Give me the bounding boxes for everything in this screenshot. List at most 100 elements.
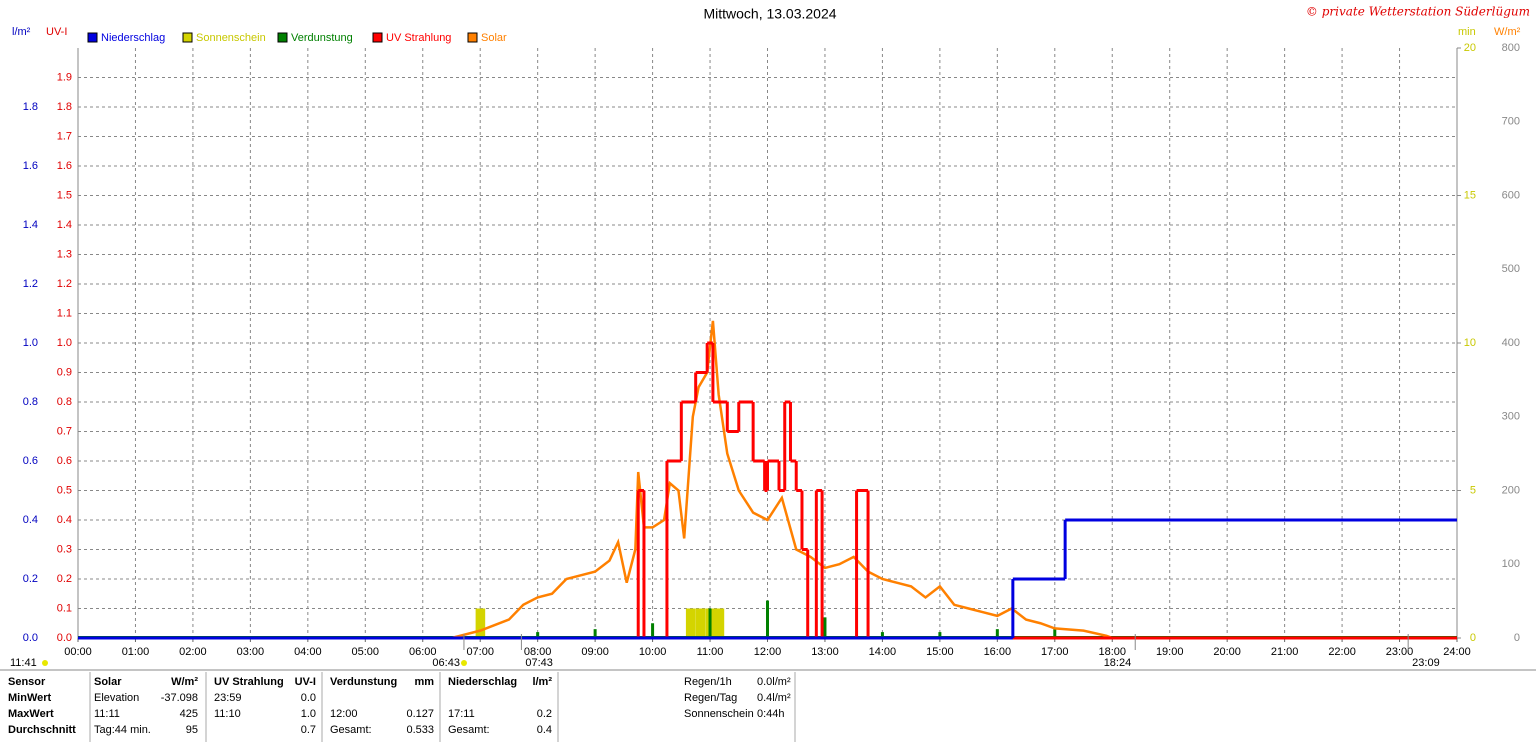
y3-tick-label: 15 xyxy=(1464,189,1476,201)
y2-tick-label: 1.5 xyxy=(57,189,72,201)
x-tick-label: 00:00 xyxy=(64,646,92,658)
table-header: UV-I xyxy=(295,676,316,688)
legend-swatch xyxy=(87,32,98,43)
bar xyxy=(695,608,706,638)
y-tick-label: 0.0 xyxy=(23,632,38,644)
legend-swatch xyxy=(467,32,478,43)
y-tick-label: 1.8 xyxy=(23,101,38,113)
spike xyxy=(1053,629,1057,638)
table-header: l/m² xyxy=(532,676,552,688)
x-tick-label: 10:00 xyxy=(639,646,667,658)
stat-value: 0:44h xyxy=(757,708,785,720)
spike xyxy=(708,608,712,638)
table-header: MinWert xyxy=(8,692,52,704)
spike xyxy=(880,632,884,638)
x-tick-label: 08:00 xyxy=(524,646,552,658)
spike xyxy=(938,632,942,638)
legend-label: Sonnenschein xyxy=(196,32,266,44)
y4-tick-label: 600 xyxy=(1502,189,1520,201)
y4-tick-label: 300 xyxy=(1502,411,1520,423)
stat-label: Sonnenschein xyxy=(684,708,754,720)
legend-label: Niederschlag xyxy=(101,32,165,44)
table-cell: 0.127 xyxy=(406,708,434,720)
y3-tick-label: 20 xyxy=(1464,42,1476,54)
y2-tick-label: 1.2 xyxy=(57,278,72,290)
legend-label: UV Strahlung xyxy=(386,32,451,44)
x-tick-label: 09:00 xyxy=(581,646,609,658)
y2-axis-label: UV-I xyxy=(46,26,67,38)
y-tick-label: 1.4 xyxy=(23,219,38,231)
table-cell: Gesamt: xyxy=(448,724,490,736)
y4-tick-label: 400 xyxy=(1502,337,1520,349)
y2-tick-label: 0.0 xyxy=(57,632,72,644)
table-header: MaxWert xyxy=(8,708,54,720)
legend-swatch xyxy=(372,32,383,43)
table-cell: 12:00 xyxy=(330,708,358,720)
x-tick-label: 17:00 xyxy=(1041,646,1069,658)
legend-swatch xyxy=(182,32,193,43)
table-header: Verdunstung xyxy=(330,676,397,688)
spike xyxy=(995,629,999,638)
y2-tick-label: 0.1 xyxy=(57,602,72,614)
y-tick-label: 0.2 xyxy=(23,573,38,585)
table-cell: 0.533 xyxy=(406,724,434,736)
y4-tick-label: 800 xyxy=(1502,42,1520,54)
table-cell: Tag:44 min. xyxy=(94,724,151,736)
x-tick-label: 05:00 xyxy=(352,646,380,658)
y2-tick-label: 0.6 xyxy=(57,455,72,467)
y3-axis-label: min xyxy=(1458,26,1476,38)
table-cell: 95 xyxy=(186,724,198,736)
table-header: W/m² xyxy=(171,676,198,688)
y2-tick-label: 0.8 xyxy=(57,396,72,408)
spike xyxy=(651,623,655,638)
day-length: 11:41 xyxy=(10,657,37,669)
x-tick-label: 07:00 xyxy=(466,646,494,658)
y-tick-label: 1.2 xyxy=(23,278,38,290)
table-header: mm xyxy=(414,676,434,688)
y2-tick-label: 1.9 xyxy=(57,71,72,83)
x-tick-label: 19:00 xyxy=(1156,646,1184,658)
table-header: Solar xyxy=(94,676,122,688)
x-tick-label: 16:00 xyxy=(984,646,1012,658)
y2-tick-label: 0.9 xyxy=(57,366,72,378)
y-tick-label: 0.6 xyxy=(23,455,38,467)
table-cell: Gesamt: xyxy=(330,724,372,736)
y2-tick-label: 0.2 xyxy=(57,573,72,585)
bar xyxy=(685,608,696,638)
table-cell: 0.2 xyxy=(537,708,552,720)
marker-label: 06:43 xyxy=(432,657,460,669)
legend-label: Verdunstung xyxy=(291,32,353,44)
stat-value: 0.4l/m² xyxy=(757,692,791,704)
y2-tick-label: 1.8 xyxy=(57,101,72,113)
table-header: Niederschlag xyxy=(448,676,517,688)
table-cell: Elevation xyxy=(94,692,139,704)
spike xyxy=(536,632,540,638)
stat-label: Regen/1h xyxy=(684,676,732,688)
x-tick-label: 14:00 xyxy=(869,646,897,658)
table-cell: 1.0 xyxy=(301,708,316,720)
x-tick-label: 04:00 xyxy=(294,646,322,658)
x-tick-label: 24:00 xyxy=(1443,646,1471,658)
stat-value: 0.0l/m² xyxy=(757,676,791,688)
x-tick-label: 02:00 xyxy=(179,646,207,658)
y4-tick-label: 700 xyxy=(1502,116,1520,128)
y2-tick-label: 1.6 xyxy=(57,160,72,172)
spike xyxy=(766,600,769,638)
y-tick-label: 0.4 xyxy=(23,514,38,526)
y2-tick-label: 0.5 xyxy=(57,484,72,496)
x-tick-label: 11:00 xyxy=(697,646,724,658)
x-tick-label: 13:00 xyxy=(811,646,839,658)
spike xyxy=(593,629,597,638)
x-tick-label: 01:00 xyxy=(122,646,150,658)
y2-tick-label: 1.7 xyxy=(57,130,72,142)
x-tick-label: 06:00 xyxy=(409,646,437,658)
x-tick-label: 21:00 xyxy=(1271,646,1299,658)
y3-tick-label: 0 xyxy=(1470,632,1476,644)
y2-tick-label: 0.3 xyxy=(57,543,72,555)
y-axis-label: l/m² xyxy=(12,26,31,38)
credit: © private Wetterstation Süderlügum xyxy=(1306,5,1530,19)
table-header: UV Strahlung xyxy=(214,676,284,688)
y4-tick-label: 500 xyxy=(1502,263,1520,275)
y2-tick-label: 0.7 xyxy=(57,425,72,437)
